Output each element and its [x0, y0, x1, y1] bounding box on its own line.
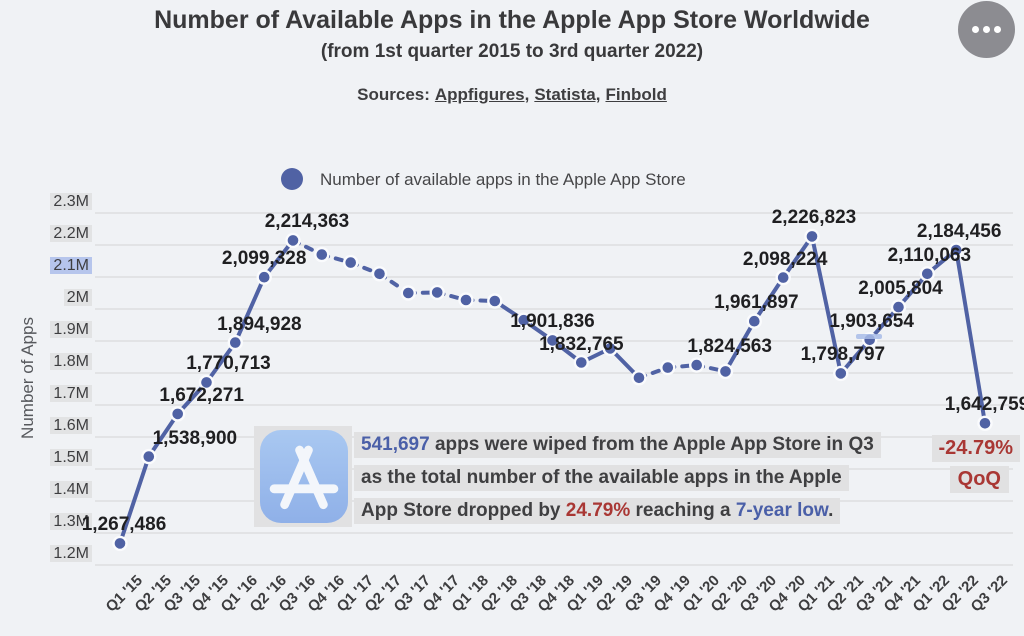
sources-line: Sources: Appfigures, Statista, Finbold — [0, 85, 1024, 105]
qoq-change-badge: -24.79% — [931, 435, 1020, 462]
data-value-label: 2,098,224 — [742, 248, 828, 270]
annotation-segment: apps were wiped from the Apple App Store… — [429, 434, 874, 455]
data-point — [256, 269, 272, 285]
data-value-label: 2,005,804 — [858, 278, 943, 300]
data-point — [804, 228, 820, 245]
legend-label: Number of available apps in the Apple Ap… — [320, 170, 686, 189]
y-tick-label: 1.6M — [0, 416, 92, 436]
data-value-label: 1,672,271 — [159, 384, 244, 406]
annotation-segment: . — [828, 500, 834, 521]
y-tick-label: 1.7M — [0, 384, 92, 404]
y-tick-label: 1.3M — [0, 512, 92, 532]
annotation-line: 541,697 apps were wiped from the Apple A… — [354, 432, 881, 458]
annotation-segment: as the total number of the available app… — [361, 467, 842, 488]
data-value-label: 1,901,836 — [510, 311, 595, 333]
data-value-label: 1,824,563 — [687, 336, 772, 358]
data-value-label: 1,798,797 — [800, 344, 886, 366]
selection-highlight-artifact — [856, 334, 882, 339]
data-point — [314, 246, 330, 263]
data-point — [141, 448, 157, 465]
y-tick-label: 1.5M — [0, 448, 92, 468]
data-point — [429, 284, 445, 301]
data-point — [544, 332, 561, 349]
annotation-line: App Store dropped by 24.79% reaching a 7… — [354, 498, 881, 524]
data-point — [660, 359, 676, 376]
annotation-segment: reaching a — [630, 500, 736, 521]
data-point — [198, 374, 215, 391]
data-point — [371, 266, 388, 282]
data-point — [400, 285, 416, 301]
data-point — [343, 254, 359, 271]
y-tick-label: 1.2M — [0, 544, 92, 564]
y-tick-label: 1.9M — [0, 320, 92, 340]
data-value-label: 1,832,765 — [539, 333, 624, 355]
data-point — [717, 363, 734, 380]
annotation-line: as the total number of the available app… — [354, 465, 881, 491]
data-value-label: 1,538,900 — [152, 427, 238, 449]
y-tick-label: 2.2M — [0, 224, 92, 244]
legend-dot-icon — [281, 168, 303, 190]
data-value-label: 1,894,928 — [217, 313, 302, 335]
data-point — [689, 357, 705, 373]
ellipsis-icon — [983, 26, 990, 33]
data-point — [746, 313, 762, 329]
data-point — [458, 292, 474, 308]
y-tick-label: 2.1M — [0, 256, 92, 276]
ellipsis-icon — [994, 26, 1001, 33]
qoq-label-badge: QoQ — [949, 466, 1009, 493]
data-value-label: 1,903,654 — [829, 310, 914, 332]
y-tick-label: 2.3M — [0, 192, 92, 212]
annotation-text: 541,697 apps were wiped from the Apple A… — [354, 432, 881, 531]
y-tick-label: 1.8M — [0, 352, 92, 372]
data-point — [487, 293, 503, 309]
data-point — [833, 365, 849, 382]
annotation-segment: App Store dropped by — [361, 500, 566, 521]
data-value-label: 1,642,759 — [944, 394, 1024, 416]
data-point — [977, 415, 993, 431]
data-value-label: 1,770,713 — [186, 353, 271, 375]
data-point — [227, 334, 244, 351]
sources-label: Sources: — [357, 85, 430, 104]
data-point — [602, 340, 618, 357]
data-point — [285, 232, 301, 249]
data-point — [631, 370, 647, 386]
annotation-segment: 541,697 — [361, 434, 430, 455]
series-line-dashed — [291, 238, 728, 380]
annotation-segment: 7-year low — [735, 500, 829, 521]
source-link-statista[interactable]: Statista, — [534, 85, 601, 104]
page-subtitle: (from 1st quarter 2015 to 3rd quarter 20… — [320, 41, 704, 62]
app-store-icon — [260, 430, 348, 523]
data-point — [890, 299, 907, 315]
data-point — [169, 406, 186, 422]
data-value-label: 2,226,823 — [771, 207, 857, 229]
data-value-label: 2,184,456 — [916, 220, 1002, 242]
data-value-label: 2,214,363 — [264, 211, 350, 233]
data-point — [112, 535, 128, 552]
data-point — [775, 269, 791, 286]
data-points — [112, 228, 993, 552]
ellipsis-menu-button[interactable] — [958, 1, 1015, 58]
series-line-solid — [118, 234, 987, 546]
ellipsis-icon — [972, 26, 979, 33]
data-point — [919, 266, 935, 282]
source-link-appfigures[interactable]: Appfigures, — [434, 85, 530, 104]
data-value-label: 2,099,328 — [221, 248, 307, 270]
source-link-finbold[interactable]: Finbold — [605, 85, 667, 104]
data-value-label: 1,267,486 — [81, 514, 167, 536]
data-value-label: 2,110,063 — [887, 244, 972, 266]
data-point — [516, 312, 532, 328]
data-point — [573, 354, 589, 371]
page-title: Number of Available Apps in the Apple Ap… — [154, 6, 870, 34]
y-tick-label: 1.4M — [0, 480, 92, 500]
annotation-segment: 24.79% — [565, 500, 631, 521]
data-point — [948, 242, 964, 258]
y-tick-label: 2M — [0, 288, 92, 308]
data-value-label: 1,961,897 — [714, 292, 799, 314]
